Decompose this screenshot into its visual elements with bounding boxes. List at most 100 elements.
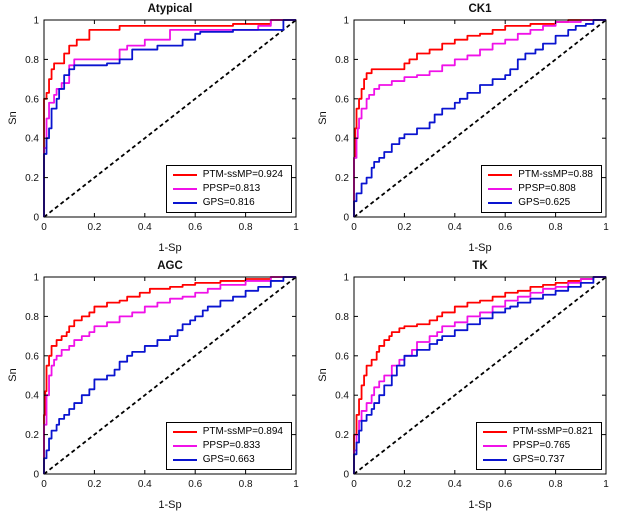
legend-line-red xyxy=(172,174,197,176)
x-axis-label: 1-Sp xyxy=(468,499,492,511)
legend: PTM-ssMP=0.924 PPSP=0.813 GPS=0.816 xyxy=(165,165,292,213)
svg-text:0: 0 xyxy=(33,470,39,481)
svg-text:0.2: 0.2 xyxy=(87,479,101,490)
legend-label: PPSP=0.808 xyxy=(518,183,576,194)
legend: PTM-ssMP=0.894 PPSP=0.833 GPS=0.663 xyxy=(165,422,292,470)
svg-text:0.6: 0.6 xyxy=(25,351,39,362)
svg-text:0.2: 0.2 xyxy=(87,222,101,233)
svg-text:1: 1 xyxy=(343,16,349,27)
legend-entry-gps: GPS=0.816 xyxy=(172,197,283,209)
subplot-ck1: 0 0.2 0.4 0.6 0.8 1 0 0.2 0.4 0.6 0.8 1 CK1 1-Sp Sn… xyxy=(310,0,620,257)
svg-text:0.4: 0.4 xyxy=(335,391,349,402)
svg-text:0: 0 xyxy=(41,222,47,233)
legend-entry-ptm-ssmp: PTM-ssMP=0.894 xyxy=(172,426,283,438)
legend-line-blue xyxy=(482,459,507,461)
legend-line-blue xyxy=(488,202,513,204)
y-axis-label: Sn xyxy=(317,368,329,382)
x-axis-label: 1-Sp xyxy=(158,499,182,511)
legend-entry-gps: GPS=0.663 xyxy=(172,454,283,466)
legend-line-red xyxy=(488,174,513,176)
svg-text:0: 0 xyxy=(351,222,357,233)
legend-entry-gps: GPS=0.737 xyxy=(482,454,593,466)
legend-line-magenta xyxy=(488,188,513,190)
legend-line-red xyxy=(172,431,197,433)
legend-label: GPS=0.816 xyxy=(202,197,255,208)
svg-text:0.8: 0.8 xyxy=(25,312,39,323)
svg-text:0.6: 0.6 xyxy=(335,351,349,362)
roc-chart-agc: 0 0.2 0.4 0.6 0.8 1 0 0.2 0.4 0.6 0.8 1 xyxy=(25,273,299,491)
svg-text:0.2: 0.2 xyxy=(397,222,411,233)
svg-text:0.4: 0.4 xyxy=(448,222,462,233)
subplot-atypical: 0 0.2 0.4 0.6 0.8 1 0 0.2 0.4 0.6 0.8 1 Atypical 1-… xyxy=(0,0,310,257)
svg-text:0.4: 0.4 xyxy=(335,134,349,145)
svg-text:0: 0 xyxy=(343,213,349,224)
svg-text:1: 1 xyxy=(603,479,609,490)
svg-text:0: 0 xyxy=(41,479,47,490)
svg-text:0.8: 0.8 xyxy=(239,479,253,490)
y-axis-label: Sn xyxy=(317,111,329,125)
legend-entry-ptm-ssmp: PTM-ssMP=0.924 xyxy=(172,169,283,181)
svg-text:0.4: 0.4 xyxy=(138,222,152,233)
svg-text:0.2: 0.2 xyxy=(25,430,39,441)
svg-text:0: 0 xyxy=(33,213,39,224)
svg-text:0.2: 0.2 xyxy=(25,173,39,184)
svg-text:0.6: 0.6 xyxy=(25,94,39,105)
legend-line-red xyxy=(482,431,507,433)
svg-text:0.6: 0.6 xyxy=(498,479,512,490)
legend-entry-gps: GPS=0.625 xyxy=(488,197,593,209)
legend-line-magenta xyxy=(482,445,507,447)
legend-line-magenta xyxy=(172,445,197,447)
plot-title: TK xyxy=(472,260,488,272)
y-axis-label: Sn xyxy=(7,111,19,125)
legend-label: GPS=0.663 xyxy=(202,454,255,465)
plot-title: AGC xyxy=(157,260,183,272)
svg-text:0.4: 0.4 xyxy=(25,134,39,145)
plot-title: Atypical xyxy=(147,3,193,15)
svg-text:1: 1 xyxy=(33,273,39,284)
svg-text:0.6: 0.6 xyxy=(335,94,349,105)
subplot-tk: 0 0.2 0.4 0.6 0.8 1 0 0.2 0.4 0.6 0.8 1 TK 1-Sp Sn … xyxy=(310,257,620,514)
legend-label: PTM-ssMP=0.88 xyxy=(518,169,593,180)
svg-text:0.4: 0.4 xyxy=(25,391,39,402)
svg-text:0.6: 0.6 xyxy=(498,222,512,233)
svg-text:0: 0 xyxy=(351,479,357,490)
legend: PTM-ssMP=0.821 PPSP=0.765 GPS=0.737 xyxy=(475,422,602,470)
legend-entry-ppsp: PPSP=0.808 xyxy=(488,183,593,195)
legend-label: PPSP=0.833 xyxy=(202,440,261,451)
legend-entry-ptm-ssmp: PTM-ssMP=0.88 xyxy=(488,169,593,181)
svg-text:0.6: 0.6 xyxy=(188,479,202,490)
svg-text:1: 1 xyxy=(603,222,609,233)
roc-chart-ck1: 0 0.2 0.4 0.6 0.8 1 0 0.2 0.4 0.6 0.8 1 xyxy=(335,16,609,234)
svg-text:0.4: 0.4 xyxy=(448,479,462,490)
legend-label: GPS=0.737 xyxy=(512,454,565,465)
legend-entry-ppsp: PPSP=0.813 xyxy=(172,183,283,195)
legend-entry-ptm-ssmp: PTM-ssMP=0.821 xyxy=(482,426,593,438)
svg-text:0.8: 0.8 xyxy=(25,55,39,66)
svg-text:1: 1 xyxy=(293,479,299,490)
legend-label: PPSP=0.813 xyxy=(202,183,261,194)
x-axis-label: 1-Sp xyxy=(158,242,182,254)
subplot-agc: 0 0.2 0.4 0.6 0.8 1 0 0.2 0.4 0.6 0.8 1 AGC 1-Sp Sn… xyxy=(0,257,310,514)
legend-line-blue xyxy=(172,202,197,204)
svg-text:1: 1 xyxy=(293,222,299,233)
legend-line-blue xyxy=(172,459,197,461)
legend-line-magenta xyxy=(172,188,197,190)
svg-text:0.2: 0.2 xyxy=(335,173,349,184)
svg-text:1: 1 xyxy=(33,16,39,27)
svg-text:0.4: 0.4 xyxy=(138,479,152,490)
legend-label: PTM-ssMP=0.924 xyxy=(202,169,283,180)
svg-text:0.8: 0.8 xyxy=(549,479,563,490)
roc-chart-atypical: 0 0.2 0.4 0.6 0.8 1 0 0.2 0.4 0.6 0.8 1 xyxy=(25,16,299,234)
roc-chart-tk: 0 0.2 0.4 0.6 0.8 1 0 0.2 0.4 0.6 0.8 1 xyxy=(335,273,609,491)
plot-title: CK1 xyxy=(468,3,492,15)
svg-text:0.8: 0.8 xyxy=(549,222,563,233)
legend-entry-ppsp: PPSP=0.765 xyxy=(482,440,593,452)
svg-text:0.8: 0.8 xyxy=(239,222,253,233)
legend-entry-ppsp: PPSP=0.833 xyxy=(172,440,283,452)
legend-label: GPS=0.625 xyxy=(518,197,571,208)
svg-text:0: 0 xyxy=(343,470,349,481)
x-axis-label: 1-Sp xyxy=(468,242,492,254)
legend-label: PTM-ssMP=0.821 xyxy=(512,426,593,437)
legend-label: PPSP=0.765 xyxy=(512,440,571,451)
